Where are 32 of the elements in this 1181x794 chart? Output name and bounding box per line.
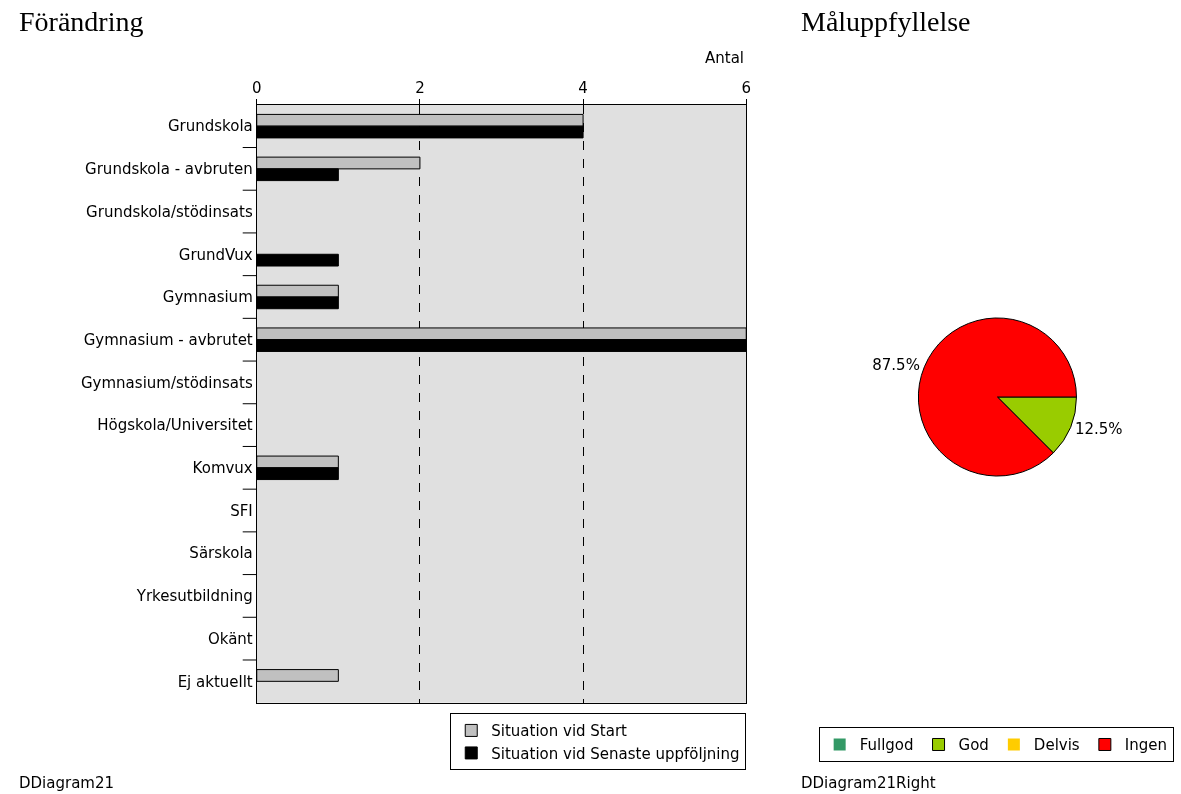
y-tick-label: Grundskola/stödinsats <box>86 202 253 221</box>
y-tick-label: GrundVux <box>178 245 253 264</box>
y-tick-label: Grundskola <box>167 117 253 136</box>
chart-title: Förändring <box>19 6 144 37</box>
y-tick-label: Särskola <box>189 544 253 563</box>
x-tick-label: 2 <box>415 78 425 97</box>
y-tick-label: Yrkesutbildning <box>135 587 253 606</box>
legend-label: Ingen <box>1124 736 1168 755</box>
text: DDiagram21 <box>19 774 115 792</box>
pie-slice <box>918 317 1077 477</box>
y-tick-label: Grundskola - avbruten <box>85 160 253 179</box>
y-tick-label: Gymnasium <box>162 288 253 307</box>
legend-label: God <box>958 736 989 755</box>
x-tick-label: 6 <box>741 78 752 97</box>
y-tick-label: Ej aktuellt <box>177 672 253 691</box>
legend-label: Situation vid Senaste uppföljning <box>491 744 740 763</box>
y-tick-label: Gymnasium - avbrutet <box>83 330 253 349</box>
y-tick-label: SFI <box>230 501 253 520</box>
legend-label: Delvis <box>1033 736 1080 755</box>
text: DDiagram21Right <box>801 774 936 792</box>
data-label: 12.5% <box>1074 419 1123 438</box>
legend-label: Fullgod <box>859 736 914 755</box>
y-tick-label: Okänt <box>207 629 253 648</box>
legend-label: Situation vid Start <box>491 722 628 741</box>
y-tick-label: Gymnasium/stödinsats <box>81 373 253 392</box>
x-axis-title: Antal <box>705 49 745 67</box>
x-tick-label: 4 <box>578 78 588 97</box>
y-tick-label: Komvux <box>192 459 253 478</box>
y-tick-label: Högskola/Universitet <box>97 416 253 435</box>
x-tick-label: 0 <box>251 78 262 97</box>
chart-title: Måluppfyllelse <box>801 6 971 37</box>
data-label: 87.5% <box>872 356 920 375</box>
